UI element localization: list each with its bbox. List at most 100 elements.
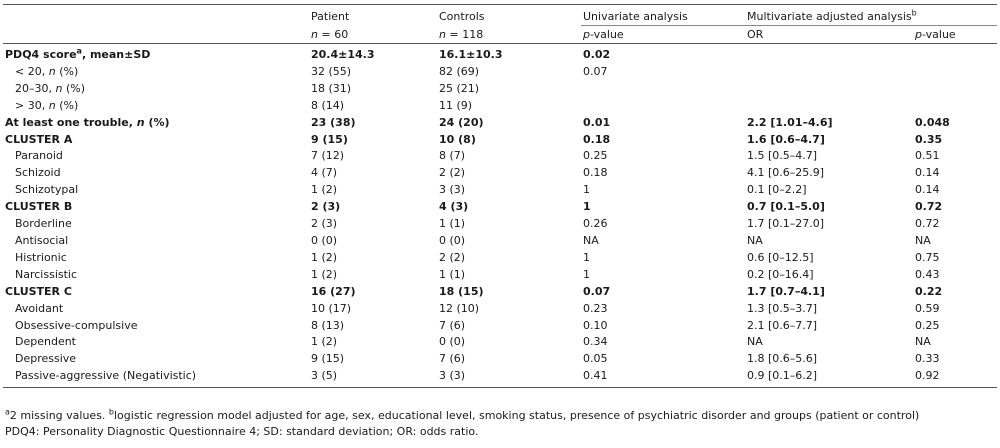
- cell-univariate-p: [581, 81, 745, 98]
- cell-univariate-p: 0.05: [583, 352, 608, 366]
- cell-patient: 1 (2): [311, 250, 338, 264]
- footnote-a-mark: a: [5, 407, 10, 417]
- cell-patient: 1 (2): [311, 335, 338, 349]
- cell-multivariate-p: 0.59: [915, 301, 940, 315]
- cell-univariate-p: 0.01: [583, 115, 611, 129]
- header-blank: [3, 4, 309, 26]
- cell-multivariate-p: NA: [915, 233, 931, 247]
- header-multivariate-sup: b: [911, 8, 917, 18]
- footnotes: a2 missing values. blogistic regression …: [5, 408, 919, 440]
- cell-label: Avoidant: [3, 301, 309, 318]
- cell-multivariate-p: 0.72: [915, 217, 940, 231]
- cell-controls: 2 (2): [439, 250, 466, 264]
- cell-patient: 10 (17): [311, 301, 352, 315]
- cell-odds-ratio: 0.1 [0–2.2]: [747, 183, 807, 197]
- cell-odds-ratio: NA: [747, 335, 763, 349]
- row-label-sup: a: [76, 46, 82, 56]
- row-label-text: Obsessive-compulsive: [15, 318, 138, 332]
- cell-patient: 9 (15): [311, 352, 345, 366]
- cell-univariate-p: 0.23: [583, 301, 608, 315]
- table-row: CLUSTER A 9 (15) 10 (8) 0.18 1.6 [0.6–4.7] 0.…: [3, 132, 997, 149]
- footnote-b-text: logistic regression model adjusted for a…: [114, 409, 920, 422]
- cell-odds-ratio: 1.3 [0.5–3.7]: [747, 301, 818, 315]
- cell-multivariate-p: 0.35: [915, 132, 943, 146]
- cell-patient: 9 (15): [311, 132, 348, 146]
- row-label-text: At least one trouble,: [5, 115, 137, 129]
- cell-multivariate-p: 0.72: [915, 200, 943, 214]
- footnote-abbreviations: PDQ4: Personality Diagnostic Questionnai…: [5, 425, 479, 438]
- cell-label: At least one trouble, n (%): [3, 115, 309, 132]
- header-uni-pvalue: p-value: [581, 25, 745, 44]
- cell-multivariate-p: 0.22: [915, 284, 943, 298]
- table-row: Schizotypal 1 (2) 3 (3) 1 0.1 [0–2.2] 0.14: [3, 182, 997, 199]
- row-label-text: Antisocial: [15, 233, 69, 247]
- row-label-suffix: (%): [62, 81, 86, 95]
- p-symbol: p: [583, 28, 590, 41]
- cell-univariate-p: 1: [583, 183, 590, 197]
- cell-odds-ratio: 1.6 [0.6–4.7]: [747, 132, 825, 146]
- cell-univariate-p: [581, 98, 745, 115]
- table-row: Narcissistic 1 (2) 1 (1) 1 0.2 [0–16.4] 0.43: [3, 267, 997, 284]
- cell-multivariate-p: [913, 81, 997, 98]
- n-symbol: n: [439, 27, 446, 41]
- cell-odds-ratio: [745, 81, 913, 98]
- cell-patient: 1 (2): [311, 183, 338, 197]
- cell-univariate-p: 0.10: [583, 318, 608, 332]
- cell-univariate-p: 0.41: [581, 368, 745, 389]
- table-row: < 20, n (%) 32 (55) 82 (69) 0.07: [3, 64, 997, 81]
- cell-univariate-p: 0.07: [583, 64, 608, 78]
- cell-controls: 2 (2): [439, 166, 466, 180]
- row-label-text: Passive-aggressive (Negativistic): [15, 369, 197, 383]
- cell-label: < 20, n (%): [3, 64, 309, 81]
- cell-odds-ratio: 2.1 [0.6–7.7]: [747, 318, 818, 332]
- p-symbol: p: [915, 28, 922, 41]
- table-row: PDQ4 scorea, mean±SD 20.4±14.3 16.1±10.3 0.…: [3, 44, 997, 64]
- footnote-a-text: 2 missing values.: [9, 409, 109, 422]
- cell-patient: 20.4±14.3: [311, 48, 375, 61]
- cell-multivariate-p: 0.92: [913, 368, 998, 389]
- header-or: OR: [745, 25, 913, 44]
- cell-controls: 12 (10): [439, 301, 480, 315]
- cell-patient: 2 (3): [311, 217, 338, 231]
- header-blank-2: [3, 25, 309, 44]
- table-row: Passive-aggressive (Negativistic) 3 (5) 3 …: [3, 368, 998, 389]
- header-controls-n: n = 118: [437, 25, 581, 44]
- table-row: > 30, n (%) 8 (14) 11 (9): [3, 98, 997, 115]
- cell-multivariate-p: [913, 64, 997, 81]
- cell-patient: 23 (38): [311, 115, 356, 129]
- table-row: CLUSTER C 16 (27) 18 (15) 0.07 1.7 [0.7–4.1]…: [3, 284, 997, 301]
- row-label-suffix: (%): [144, 115, 170, 129]
- row-label-text: Dependent: [15, 335, 76, 349]
- cell-label: Histrionic: [3, 250, 309, 267]
- cell-controls: 1 (1): [439, 217, 466, 231]
- pvalue-suffix: -value: [921, 28, 956, 41]
- header-patient-n: n = 60: [309, 25, 437, 44]
- cell-controls: 82 (69): [439, 64, 480, 78]
- n-symbol: n: [48, 64, 56, 78]
- cell-label: PDQ4 scorea, mean±SD: [3, 44, 309, 64]
- header-patient: Patient: [309, 4, 437, 26]
- row-label-text: Avoidant: [15, 301, 64, 315]
- n-symbol: n: [136, 115, 145, 129]
- cell-controls: 3 (3): [439, 183, 466, 197]
- table-row: Schizoid 4 (7) 2 (2) 0.18 4.1 [0.6–25.9] 0.14: [3, 165, 997, 182]
- row-label-text: CLUSTER B: [5, 200, 73, 214]
- footnote-b-mark: b: [108, 407, 114, 417]
- cell-multivariate-p: 0.14: [915, 166, 940, 180]
- table-row: Paranoid 7 (12) 8 (7) 0.25 1.5 [0.5–4.7] 0.51: [3, 148, 997, 165]
- cell-multivariate-p: NA: [915, 335, 931, 349]
- cell-label: 20–30, n (%): [3, 81, 309, 98]
- cell-patient: 2 (3): [311, 200, 341, 214]
- pvalue-suffix: -value: [589, 28, 624, 41]
- cell-univariate-p: 0.34: [583, 335, 608, 349]
- cell-odds-ratio: [745, 44, 913, 64]
- cell-univariate-p: 0.07: [583, 284, 611, 298]
- cell-multivariate-p: 0.048: [915, 115, 950, 129]
- cell-multivariate-p: 0.43: [915, 267, 940, 281]
- row-label-text: Schizotypal: [15, 183, 79, 197]
- cell-univariate-p: NA: [583, 233, 599, 247]
- cell-controls: 8 (7): [439, 149, 466, 163]
- row-label-text: PDQ4 score: [5, 48, 77, 61]
- cell-controls: 7 (6): [439, 352, 466, 366]
- row-label-suffix: , mean±SD: [81, 48, 151, 61]
